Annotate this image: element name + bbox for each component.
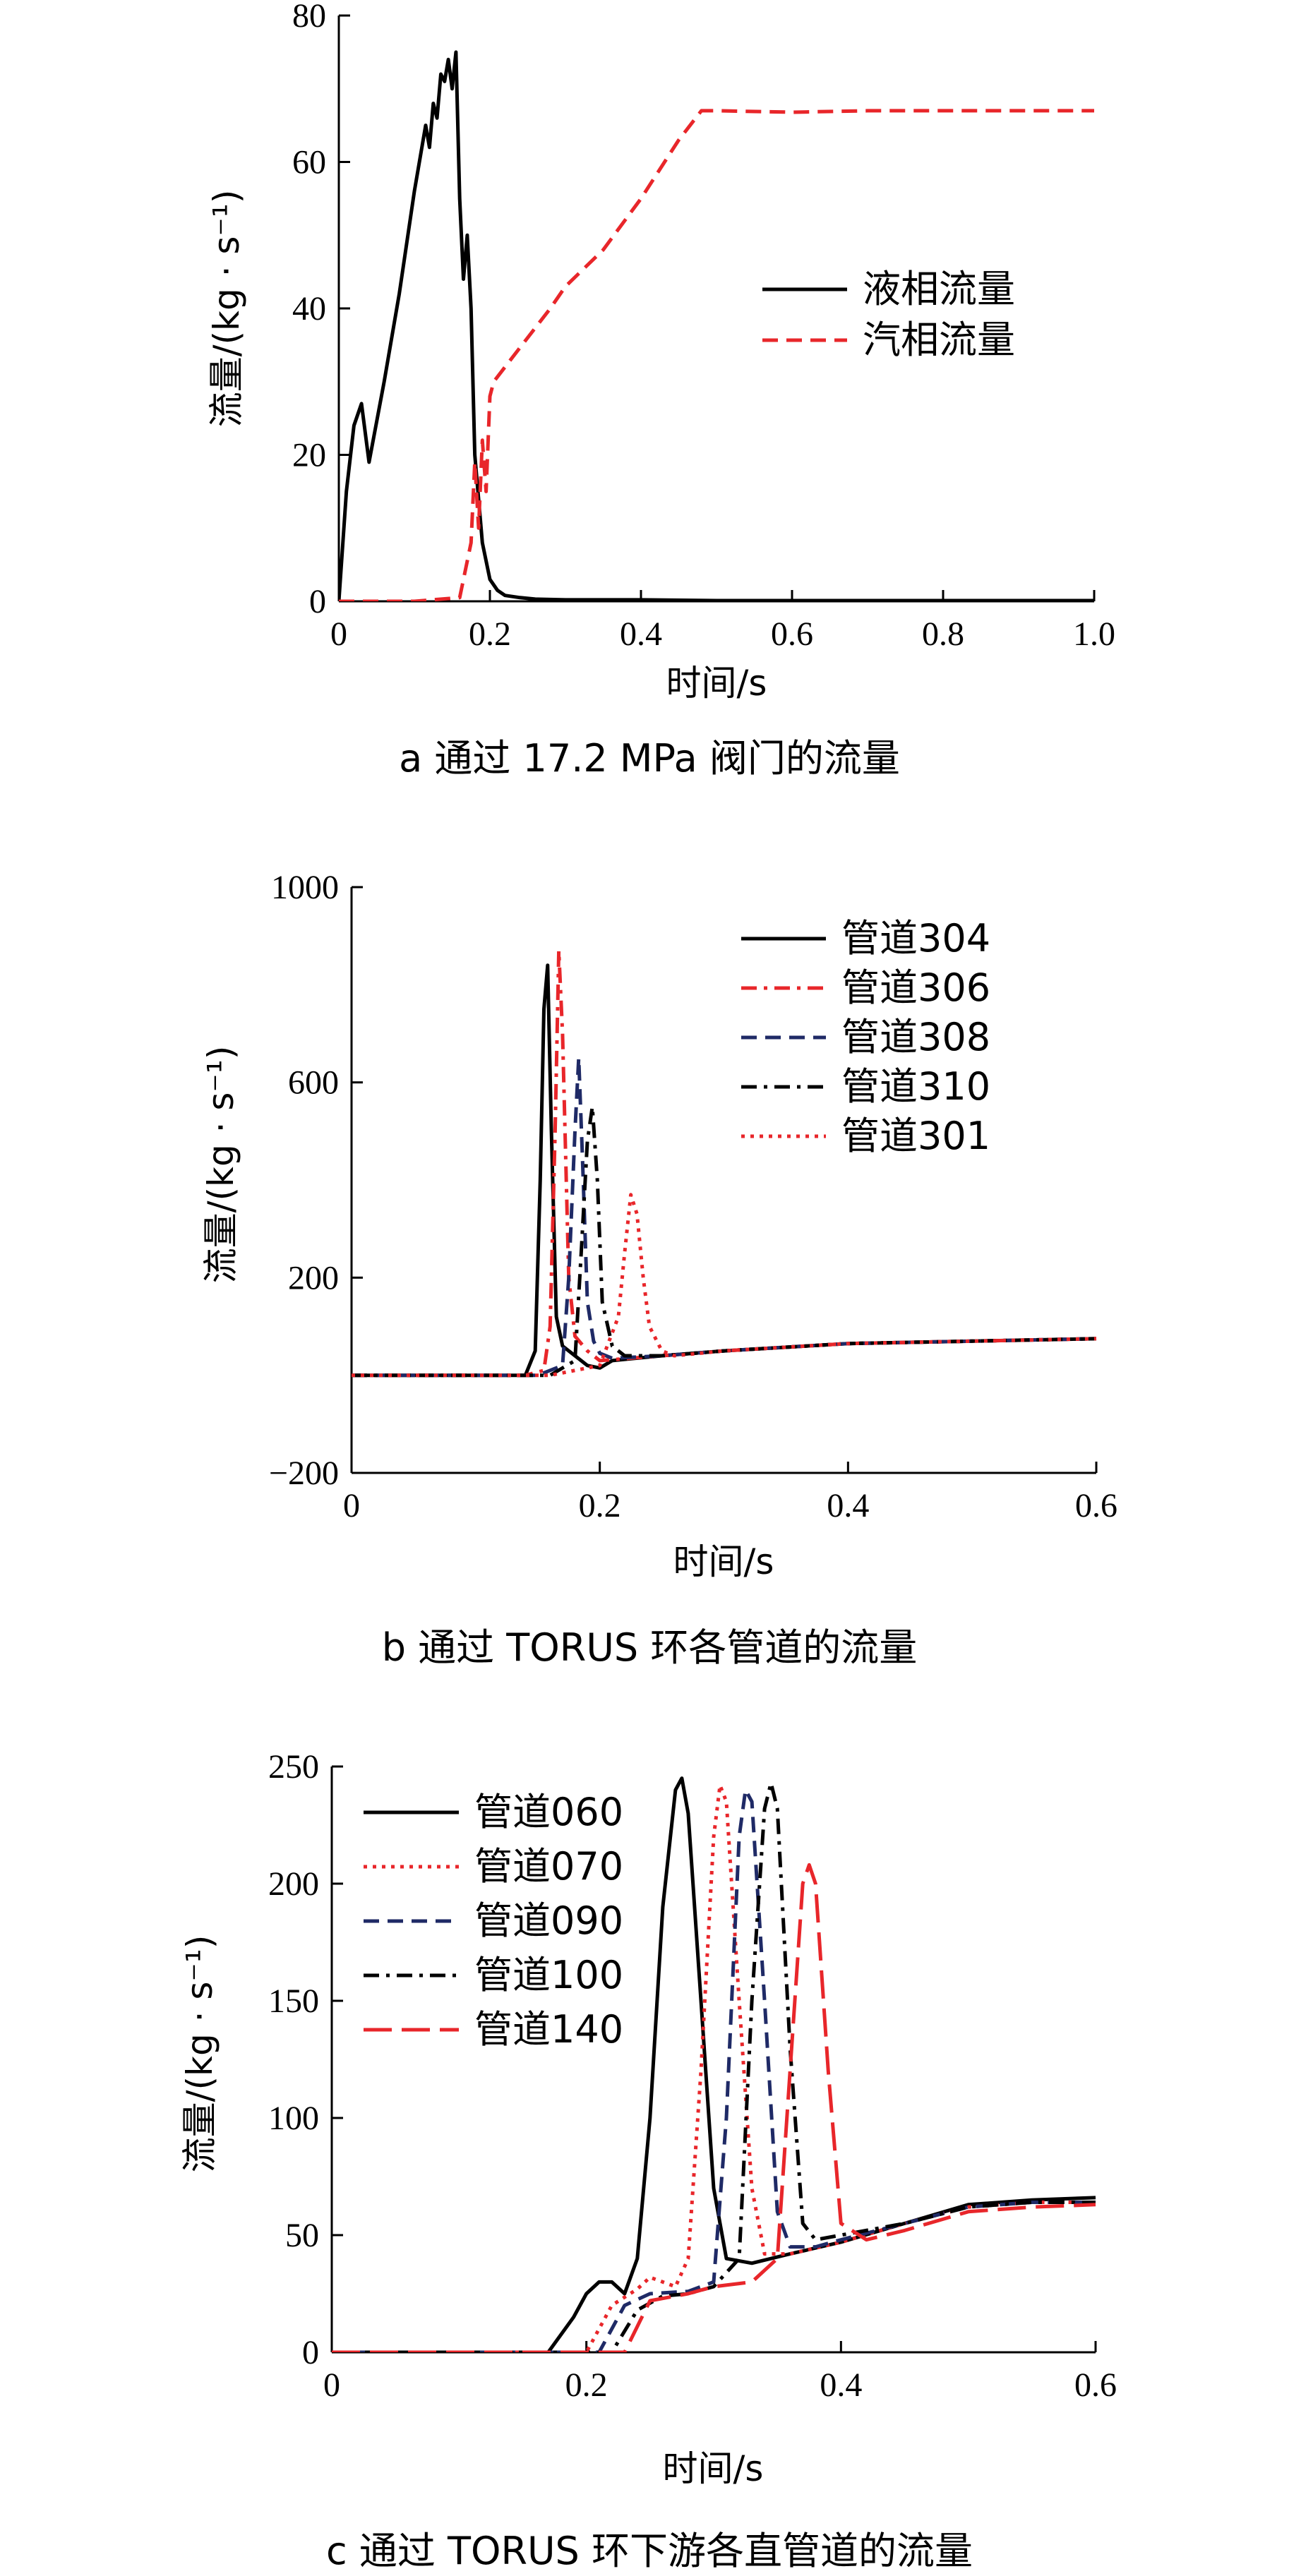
chart-c-y-tick-label: 250 — [268, 1748, 319, 1786]
chart-c-series-line-3 — [332, 1788, 1096, 2352]
chart-b-caption: b 通过 TORUS 环各管道的流量 — [382, 1625, 918, 1670]
chart-a-x-tick-label: 0.2 — [469, 615, 511, 653]
chart-b-y-tick-label: 600 — [288, 1064, 339, 1102]
chart-a-x-tick-label: 0.8 — [922, 615, 964, 653]
chart-a-y-axis-title: 流量/(kg · s⁻¹) — [206, 190, 247, 428]
chart-c-y-tick-label: 200 — [268, 1865, 319, 1903]
chart-a-y-tick-label: 20 — [292, 437, 326, 474]
chart-a-x-tick-label: 0.4 — [620, 615, 662, 653]
chart-b-x-axis-title: 时间/s — [673, 1541, 774, 1582]
chart-a-series-line-2 — [339, 109, 1094, 601]
chart-c-x-tick-label: 0.2 — [565, 2366, 608, 2404]
chart-a-x-axis-title: 时间/s — [666, 663, 767, 704]
chart-a-y-tick-label: 80 — [292, 0, 326, 35]
chart-c-legend-label-1: 管道060 — [474, 1790, 623, 1834]
chart-c-x-tick-label: 0 — [323, 2366, 340, 2404]
chart-c-y-tick-label: 100 — [268, 2100, 319, 2137]
chart-c-x-tick-label: 0.4 — [820, 2366, 862, 2404]
chart-b-series-line-5 — [352, 1193, 1097, 1378]
chart-a-caption: a 通过 17.2 MPa 阀门的流量 — [399, 736, 900, 781]
chart-c-series-line-2 — [332, 1783, 1096, 2352]
chart-c-y-axis-title: 流量/(kg · s⁻¹) — [179, 1935, 220, 2173]
chart-c-y-tick-label: 50 — [285, 2217, 319, 2254]
chart-a-y-tick-label: 0 — [309, 583, 326, 620]
chart-a-series-line-1 — [339, 50, 1094, 601]
chart-b-y-axis-title: 流量/(kg · s⁻¹) — [200, 1046, 241, 1284]
chart-c-legend-label-4: 管道100 — [474, 1953, 623, 1997]
chart-b-y-tick-label: 1000 — [271, 869, 339, 906]
chart-b-legend-label-3: 管道308 — [841, 1015, 990, 1059]
chart-panel-a: 0 0.2 0.4 0.6 0.8 1.0 0 20 40 60 80 液相流量汽相流量时间/s 流量/… — [0, 0, 1301, 812]
chart-c-caption: c 通过 TORUS 环下游各直管道的流量 — [326, 2529, 973, 2573]
chart-c-legend-label-5: 管道140 — [474, 2007, 623, 2052]
chart-b-x-tick-label: 0.2 — [579, 1487, 621, 1524]
chart-a-x-tick-label: 1.0 — [1073, 615, 1115, 653]
chart-c-x-tick-label: 0.6 — [1074, 2366, 1117, 2404]
chart-b-y-tick-label: −200 — [269, 1455, 339, 1492]
chart-b-legend-label-2: 管道306 — [841, 965, 990, 1010]
chart-c-series-line-5 — [332, 1862, 1096, 2352]
chart-b-legend-label-1: 管道304 — [841, 916, 990, 961]
chart-panel-c: 0 0.2 0.4 0.6 0 50 100 150 200 250 管道060 管道070 管道090… — [0, 1694, 1301, 2576]
chart-b-x-tick-label: 0.4 — [827, 1487, 869, 1524]
chart-a-y-tick-label: 60 — [292, 144, 326, 181]
chart-b-legend-label-5: 管道301 — [841, 1114, 990, 1158]
chart-c-legend-label-3: 管道090 — [474, 1898, 623, 1943]
chart-b-series-line-4 — [352, 1105, 1097, 1378]
chart-a-x-tick-label: 0.6 — [771, 615, 813, 653]
chart-c-y-tick-label: 150 — [268, 1982, 319, 2020]
chart-a-x-tick-label: 0 — [330, 615, 347, 653]
chart-b-x-tick-label: 0.6 — [1075, 1487, 1117, 1524]
chart-b-legend-label-4: 管道310 — [841, 1064, 990, 1109]
chart-b-x-tick-label: 0 — [343, 1487, 360, 1524]
chart-a-legend-label-1: 液相流量 — [863, 267, 1015, 311]
chart-a-y-tick-label: 40 — [292, 290, 326, 327]
chart-c-legend-label-2: 管道070 — [474, 1844, 623, 1889]
chart-a-legend-label-2: 汽相流量 — [863, 318, 1015, 362]
chart-b-y-tick-label: 200 — [288, 1259, 339, 1296]
chart-b-series-line-2 — [352, 949, 1097, 1378]
chart-c-y-tick-label: 0 — [302, 2334, 319, 2371]
chart-panel-b: 0 0.2 0.4 0.6 −200 200 600 1000 管道304 管道306 管道308 管… — [0, 812, 1301, 1694]
chart-c: 0 0.2 0.4 0.6 0 50 100 150 200 250 管道060 管道070 管道090… — [179, 1748, 1117, 2573]
chart-c-x-axis-title: 时间/s — [663, 2448, 764, 2489]
